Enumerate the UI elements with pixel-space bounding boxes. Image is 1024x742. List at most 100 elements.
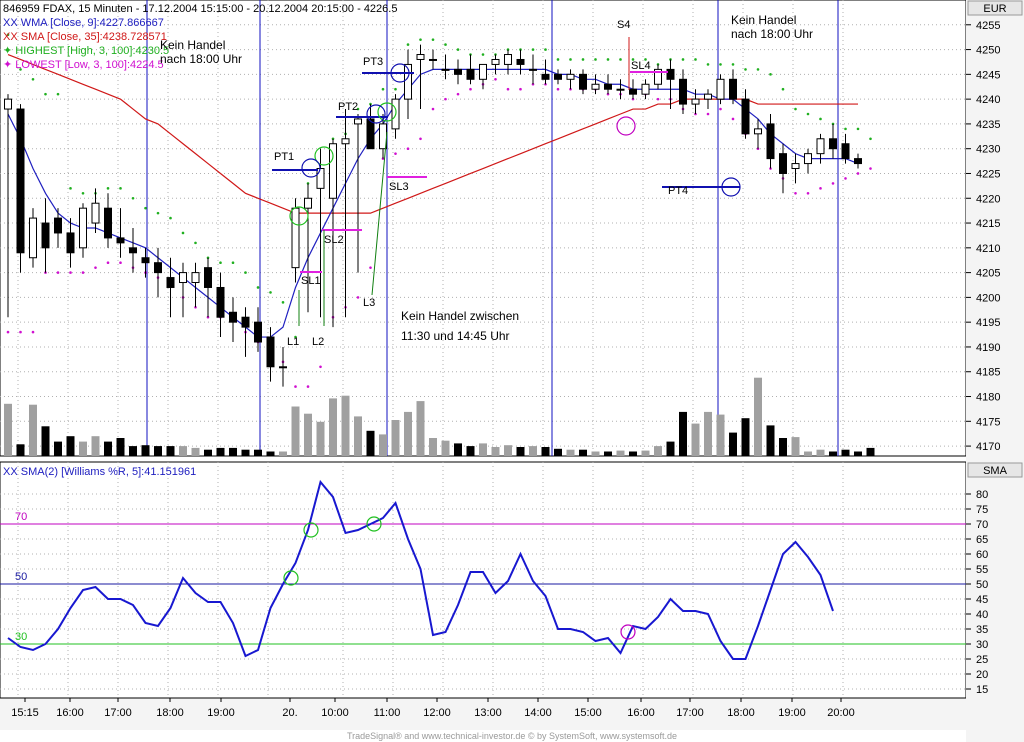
time-tick-label: 16:00 [627, 707, 655, 719]
volume-bar [466, 446, 475, 456]
volume-bar [766, 425, 775, 456]
indicator-tick-label: 40 [976, 609, 988, 621]
highest-dot [631, 58, 635, 61]
volume-bar [29, 404, 37, 456]
price-tick-label: 4240 [976, 94, 1000, 106]
volume-bar [441, 440, 450, 456]
highest-dot [869, 137, 872, 141]
candle-up [716, 78, 725, 100]
volume-bar [516, 447, 525, 456]
highest-dot [144, 206, 147, 210]
candle-down [604, 83, 612, 90]
candle-up [491, 58, 500, 65]
session-lines [146, 0, 839, 456]
candle-up [641, 83, 650, 95]
volume-bars [4, 377, 875, 456]
lowest-dot [844, 177, 847, 180]
volume-bar [166, 446, 175, 456]
highest-dot [6, 33, 10, 36]
lowest-dot [806, 192, 810, 195]
highest-dot [381, 87, 385, 91]
candle-down [466, 68, 475, 80]
volume-bar [4, 403, 12, 456]
highest-dot [694, 58, 697, 61]
l2-label: L2 [312, 336, 324, 348]
price-tick-label: 4245 [976, 69, 1000, 81]
volume-bar [179, 446, 187, 456]
highest-dot [219, 261, 222, 264]
candle-down [116, 237, 125, 244]
indicator-signal-circle [620, 624, 636, 640]
indicator-tick-label: 15 [976, 684, 988, 696]
highest-dot [406, 43, 410, 46]
price-tick-label: 4235 [976, 119, 1000, 131]
candle-up [816, 138, 825, 155]
highest-dot [456, 48, 460, 51]
candle-up [279, 366, 287, 369]
highest-dot [706, 63, 710, 66]
lowest-dot [706, 112, 710, 116]
lowest-dot [431, 107, 435, 111]
volume-bar [241, 449, 250, 456]
candle-up [79, 207, 87, 249]
highest-dot [356, 107, 360, 111]
highest-dot [794, 107, 797, 111]
indicator-signal-circle [303, 522, 319, 538]
candle-up [591, 83, 600, 90]
volume-bar [41, 426, 50, 456]
volume-bar [729, 432, 737, 456]
volume-bar [604, 451, 612, 456]
highest-dot [294, 335, 297, 339]
candle-up [754, 128, 762, 135]
volume-bar [666, 441, 675, 456]
lowest-dot [319, 365, 322, 369]
candle-up [429, 58, 437, 61]
candle-up [341, 138, 350, 145]
candle-down [104, 207, 112, 239]
sma35-line [7, 53, 858, 214]
highest-lowest-dots [6, 33, 872, 388]
sl1-label: SL1 [301, 275, 321, 287]
volume-bar [391, 420, 400, 456]
candle-up [91, 202, 100, 224]
volume-bar [116, 438, 125, 456]
highest-dot [119, 187, 122, 190]
candle-down [204, 267, 212, 288]
volume-bar [191, 447, 200, 456]
highest-dot [819, 117, 822, 121]
level-label-30: 30 [15, 631, 27, 643]
trade-markers [272, 37, 741, 326]
signal-circle [301, 158, 321, 178]
highest-dot [56, 92, 60, 96]
volume-bar [341, 395, 350, 456]
price-tick-label: 4210 [976, 243, 1000, 255]
time-tick-label: 19:00 [207, 707, 235, 719]
legend-wma: XX WMA [Close, 9]:4227.866667 [3, 17, 164, 29]
volume-bar [641, 450, 650, 456]
highest-dot [719, 63, 722, 66]
volume-bar [554, 448, 562, 456]
candle-up [291, 207, 300, 269]
time-tick-label: 13:00 [474, 707, 502, 719]
highest-dot [256, 286, 260, 289]
volume-bar [804, 451, 812, 456]
highest-dot [781, 87, 785, 91]
volume-bar [491, 447, 500, 456]
volume-bar [504, 445, 512, 456]
volume-bar [616, 450, 625, 456]
candle-down [516, 58, 525, 65]
lowest-dot [394, 152, 397, 155]
highest-dot [181, 231, 185, 235]
candle-down [454, 68, 462, 75]
candle-down [266, 336, 275, 368]
lowest-dot [69, 271, 72, 274]
sl2-label: SL2 [324, 234, 344, 246]
lowest-dot [119, 261, 122, 264]
volume-bar [154, 446, 162, 456]
price-tick-label: 4175 [976, 416, 1000, 428]
kein-handel-1-line2: nach 18:00 Uhr [160, 52, 242, 66]
currency-label: EUR [983, 3, 1006, 15]
williams-sma-path [7, 479, 834, 660]
time-tick-label: 10:00 [321, 707, 349, 719]
candle-up [179, 272, 187, 284]
